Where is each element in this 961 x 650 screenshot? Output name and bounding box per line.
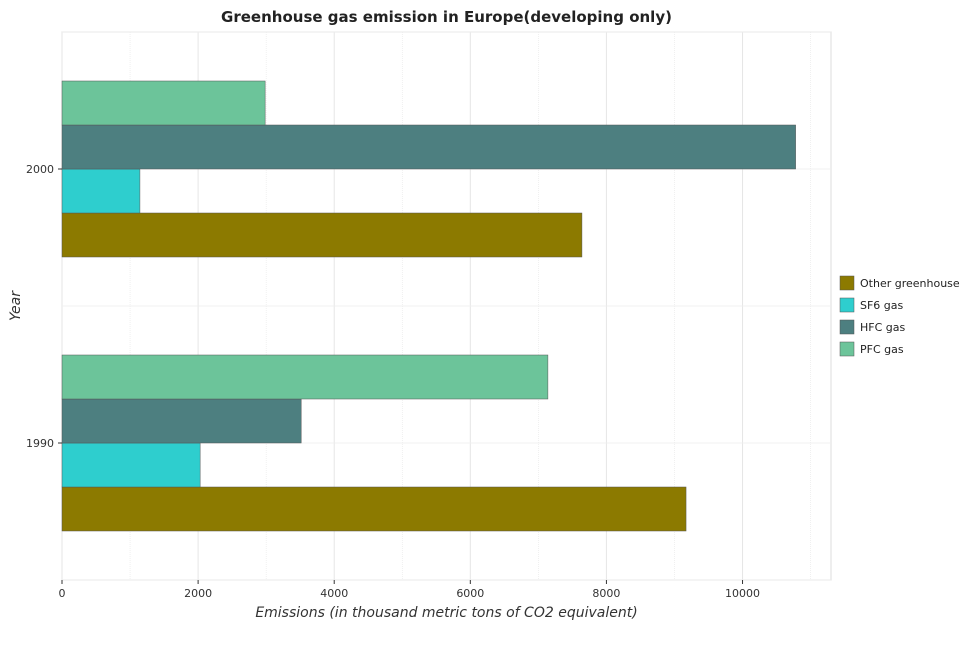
- x-tick-label: 10000: [725, 587, 760, 600]
- bar-hfc-gas-1990: [61, 398, 302, 444]
- x-tick-label: 2000: [184, 587, 212, 600]
- bar-other-greenhouse-gases-2000: [61, 212, 583, 258]
- bars: [61, 80, 796, 532]
- bar-other-greenhouse-gases-1990: [61, 486, 687, 532]
- bar-sf6-gas-2000: [61, 168, 141, 214]
- legend-swatch: [839, 341, 855, 357]
- y-tick-label: 2000: [26, 163, 54, 176]
- legend: Other greenhouse gases SF6 gas HFC gas PFC …: [839, 275, 961, 357]
- y-axis-title: Year: [8, 290, 24, 321]
- x-tick-label: 4000: [320, 587, 348, 600]
- chart-title: Greenhouse gas emission in Europe(develo…: [221, 8, 672, 26]
- legend-swatch: [839, 319, 855, 335]
- bar-pfc-gas-1990: [61, 354, 549, 400]
- legend-label: HFC gas: [860, 321, 905, 334]
- legend-label: Other greenhouse gases: [860, 277, 961, 290]
- bar-pfc-gas-2000: [61, 80, 266, 126]
- legend-swatch: [839, 297, 855, 313]
- axes: 1990 2000 0 2000 4000 6000 8000 10000 Emissions …: [8, 163, 760, 621]
- legend-label: SF6 gas: [860, 299, 904, 312]
- legend-swatch: [839, 275, 855, 291]
- x-tick-label: 8000: [592, 587, 620, 600]
- x-tick-label: 6000: [456, 587, 484, 600]
- x-axis-title: Emissions (in thousand metric tons of CO…: [255, 605, 637, 621]
- bar-sf6-gas-1990: [61, 442, 201, 488]
- x-tick-label: 0: [59, 587, 66, 600]
- y-tick-label: 1990: [26, 437, 54, 450]
- bar-hfc-gas-2000: [61, 124, 796, 170]
- legend-label: PFC gas: [860, 343, 904, 356]
